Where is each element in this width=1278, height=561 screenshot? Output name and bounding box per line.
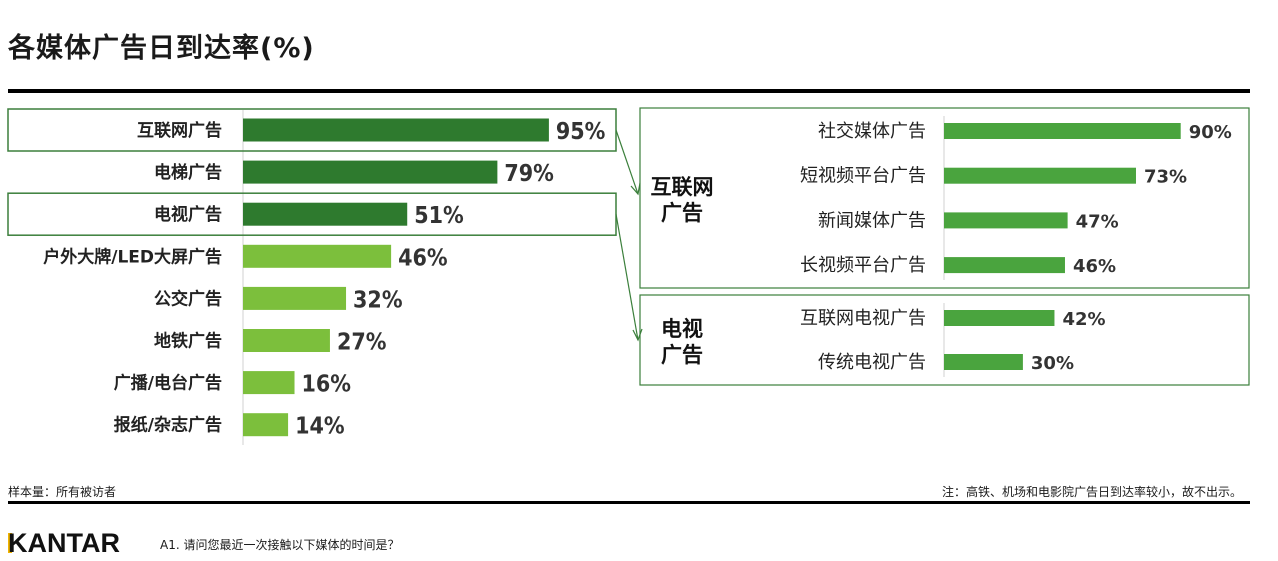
bottom-divider <box>8 501 1250 504</box>
breakdown-box <box>639 107 1250 289</box>
value-label: 51% <box>414 203 464 229</box>
group-label-line1: 互联网 <box>651 175 714 199</box>
connector-internet <box>615 129 639 195</box>
bar <box>243 329 330 352</box>
bar <box>243 244 392 268</box>
value-label: 14% <box>295 414 345 440</box>
value-label: 95% <box>556 119 606 145</box>
sub-value-label: 46% <box>1073 256 1116 277</box>
connector-arrows <box>615 129 643 342</box>
category-label: 地铁广告 <box>154 331 222 352</box>
value-label: 46% <box>398 245 448 271</box>
group-label-line2: 广告 <box>661 201 703 225</box>
top-divider <box>8 89 1250 93</box>
bar <box>243 160 498 184</box>
kantar-logo: KANTAR <box>8 528 120 558</box>
main-bar-chart: 互联网广告 95% 电梯广告 79% 电视广告 51% 户外大牌/LED大屏广告 46% 公交广… <box>7 108 617 445</box>
group-label-line1: 电视 <box>661 317 703 341</box>
category-label: 电视广告 <box>154 204 222 225</box>
value-label: 27% <box>337 330 387 356</box>
sub-bar <box>944 123 1181 139</box>
exclusion-note: 注：高铁、机场和电影院广告日到达率较小，故不出示。 <box>941 485 1242 499</box>
sub-value-label: 90% <box>1189 122 1232 143</box>
category-label: 报纸/杂志广告 <box>114 415 222 436</box>
sub-category-label: 长视频平台广告 <box>800 255 926 276</box>
value-label: 16% <box>302 372 352 398</box>
sub-category-label: 新闻媒体广告 <box>818 210 926 231</box>
bar <box>243 202 408 226</box>
sub-value-label: 73% <box>1144 167 1187 188</box>
sub-value-label: 47% <box>1076 211 1119 232</box>
sample-size-note: 样本量：所有被访者 <box>8 485 117 499</box>
bar <box>243 371 295 395</box>
sub-category-label: 互联网电视广告 <box>800 308 926 329</box>
sub-category-label: 短视频平台广告 <box>800 166 926 187</box>
sub-value-label: 30% <box>1031 353 1074 374</box>
logo-accent <box>8 533 12 553</box>
sub-bar <box>944 354 1023 370</box>
group-label-line2: 广告 <box>661 343 703 367</box>
sub-value-label: 42% <box>1062 309 1105 330</box>
category-label: 公交广告 <box>154 288 222 309</box>
breakdown-box <box>639 294 1250 386</box>
bar <box>243 118 549 142</box>
bar <box>243 413 289 437</box>
value-label: 32% <box>353 287 403 313</box>
sub-category-label: 社交媒体广告 <box>818 121 926 142</box>
survey-question: A1. 请问您最近一次接触以下媒体的时间是？ <box>160 538 400 552</box>
category-label: 互联网广告 <box>137 120 222 141</box>
chart-title: 各媒体广告日到达率(%) <box>8 33 315 64</box>
arrowhead <box>632 328 643 342</box>
category-label: 户外大牌/LED大屏广告 <box>43 246 222 267</box>
category-label: 广播/电台广告 <box>114 373 222 394</box>
value-label: 79% <box>504 161 554 187</box>
connector-tv <box>615 213 639 341</box>
arrowhead <box>630 182 641 196</box>
bar <box>243 286 347 310</box>
sub-bar <box>944 167 1136 184</box>
sub-bar <box>944 310 1055 326</box>
sub-bar <box>944 257 1065 274</box>
category-label: 电梯广告 <box>154 162 222 183</box>
sub-category-label: 传统电视广告 <box>818 352 926 373</box>
sub-bar <box>944 212 1068 229</box>
